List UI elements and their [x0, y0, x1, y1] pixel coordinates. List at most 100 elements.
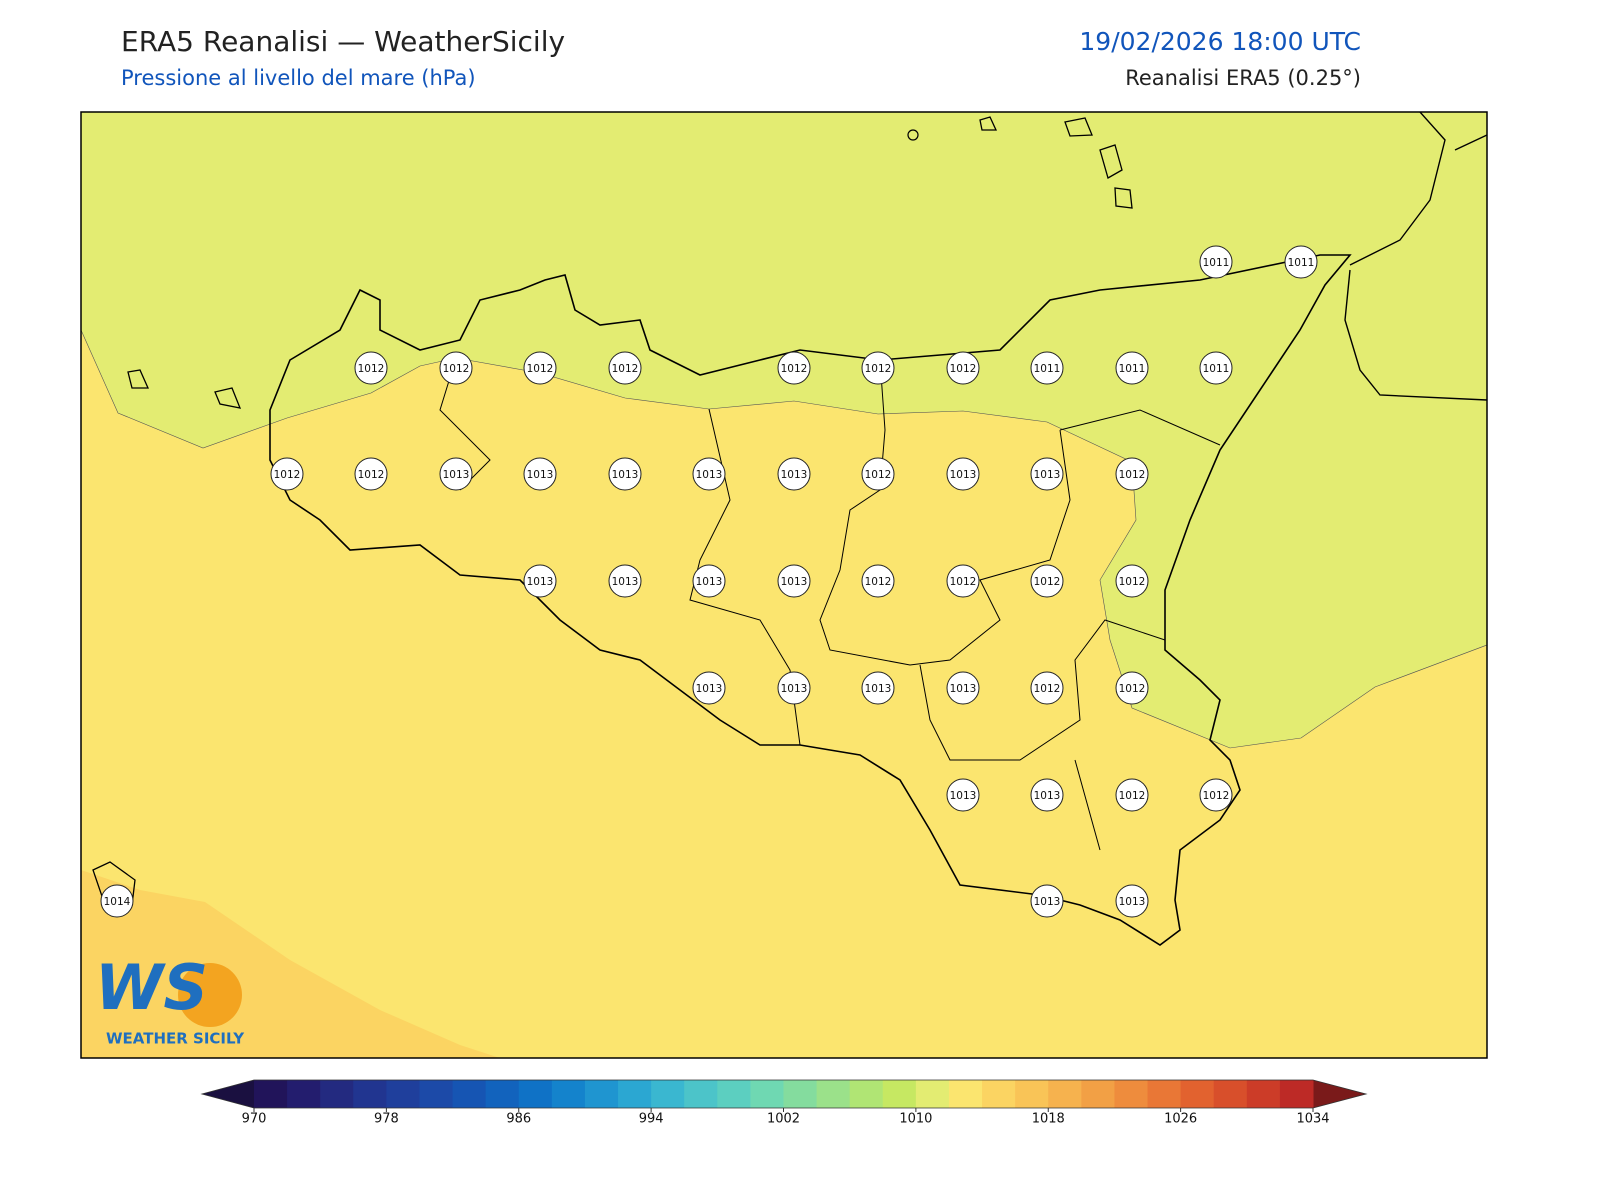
- station-value: 1012: [865, 469, 892, 481]
- station-marker: [100, 884, 134, 918]
- colorbar-segment: [982, 1080, 1016, 1108]
- map-frame: [80, 111, 1488, 1059]
- station-value: 1012: [443, 363, 470, 375]
- colorbar-segment: [353, 1080, 387, 1108]
- colorbar-segment: [584, 1080, 619, 1108]
- logo-tagline: WEATHER SICILY: [106, 1030, 245, 1048]
- subtitle: Pressione al livello del mare (hPa): [121, 66, 476, 90]
- station-value: 1013: [612, 576, 639, 588]
- colorbar-tick-label: 1010: [899, 1112, 932, 1127]
- colorbar-segment: [1147, 1080, 1182, 1108]
- colorbar-segment: [849, 1080, 884, 1108]
- title: ERA5 Reanalisi — WeatherSicily: [121, 25, 565, 58]
- station-marker: [1115, 884, 1149, 918]
- station-marker: [1199, 245, 1233, 279]
- station-marker: [946, 564, 980, 598]
- station-marker: [1115, 671, 1149, 705]
- logo-text: WS: [95, 951, 208, 1024]
- colorbar-segment: [1048, 1080, 1082, 1108]
- station-marker: [1030, 564, 1064, 598]
- sicily-coast: [269, 254, 1352, 946]
- station-marker: [692, 564, 726, 598]
- colorbar-tick-label: 994: [639, 1112, 664, 1127]
- station-value: 1013: [1034, 896, 1061, 908]
- islands: [92, 116, 1133, 906]
- colorbar-segment: [1114, 1080, 1149, 1108]
- colorbar-tick-label: 1026: [1164, 1112, 1197, 1127]
- station-value: 1013: [696, 469, 723, 481]
- colorbar-segment: [254, 1080, 288, 1108]
- station-value: 1012: [865, 363, 892, 375]
- station-marker: [1115, 778, 1149, 812]
- station-value: 1013: [527, 576, 554, 588]
- colorbar-tick-label: 978: [374, 1112, 399, 1127]
- station-marker: [439, 351, 473, 385]
- station-marker: [861, 457, 895, 491]
- logo-sun: [178, 963, 242, 1027]
- colorbar-segment: [783, 1080, 818, 1108]
- station-marker: [439, 457, 473, 491]
- station-marker: [1115, 457, 1149, 491]
- station-marker: [523, 457, 557, 491]
- station-value: 1013: [781, 469, 808, 481]
- station-marker: [1199, 351, 1233, 385]
- station-value: 1012: [1203, 790, 1230, 802]
- colorbar-segment: [1213, 1080, 1248, 1108]
- station-value: 1014: [104, 896, 131, 908]
- colorbar-segment: [750, 1080, 784, 1108]
- colorbar-segment: [717, 1080, 751, 1108]
- station-marker: [861, 351, 895, 385]
- colorbar-segment: [1180, 1080, 1215, 1108]
- station-value: 1011: [1288, 257, 1315, 269]
- station-value: 1011: [1203, 363, 1230, 375]
- station-marker: [1199, 778, 1233, 812]
- station-marker: [1030, 778, 1064, 812]
- station-value: 1013: [865, 683, 892, 695]
- colorbar-tick-label: 986: [506, 1112, 531, 1127]
- colorbar-segment: [419, 1080, 454, 1108]
- colorbar-segment: [287, 1080, 321, 1108]
- station-value: 1013: [696, 683, 723, 695]
- station-value: 1011: [1203, 257, 1230, 269]
- colorbar-tick-label: 1002: [767, 1112, 800, 1127]
- station-value: 1012: [1119, 469, 1146, 481]
- colorbar-segment: [485, 1080, 520, 1108]
- station-marker: [946, 671, 980, 705]
- station-marker: [777, 564, 811, 598]
- station-marker: [777, 351, 811, 385]
- colorbar-segment: [1081, 1080, 1115, 1108]
- station-marker: [270, 457, 304, 491]
- colorbar-tick-label: 970: [242, 1112, 267, 1127]
- station-value: 1012: [358, 469, 385, 481]
- station-marker: [608, 351, 642, 385]
- colorbar-segment: [915, 1080, 950, 1108]
- station-marker: [1115, 351, 1149, 385]
- station-marker: [946, 457, 980, 491]
- station-marker: [608, 564, 642, 598]
- colorbar-segment: [1246, 1080, 1281, 1108]
- station-marker: [777, 671, 811, 705]
- station-marker: [861, 671, 895, 705]
- colorbar-segment: [948, 1080, 983, 1108]
- station-value: 1013: [527, 469, 554, 481]
- colorbar-segment: [618, 1080, 652, 1108]
- station-value: 1011: [1119, 363, 1146, 375]
- station-marker: [946, 778, 980, 812]
- colorbar-extend-min: [202, 1080, 254, 1108]
- station-marker: [777, 457, 811, 491]
- station-value: 1013: [696, 576, 723, 588]
- islands: [907, 129, 919, 141]
- station-value: 1012: [1034, 683, 1061, 695]
- station-marker: [861, 564, 895, 598]
- colorbar-tick-label: 1034: [1296, 1112, 1329, 1127]
- station-value: 1012: [1119, 790, 1146, 802]
- colorbar-segment: [320, 1080, 354, 1108]
- station-value: 1012: [1034, 576, 1061, 588]
- colorbar-segment: [1015, 1080, 1049, 1108]
- station-marker: [523, 351, 557, 385]
- colorbar-segment: [551, 1080, 586, 1108]
- station-value: 1013: [950, 469, 977, 481]
- colorbar-extend-max: [1313, 1080, 1366, 1108]
- colorbar-segment: [386, 1080, 420, 1108]
- station-marker: [1030, 457, 1064, 491]
